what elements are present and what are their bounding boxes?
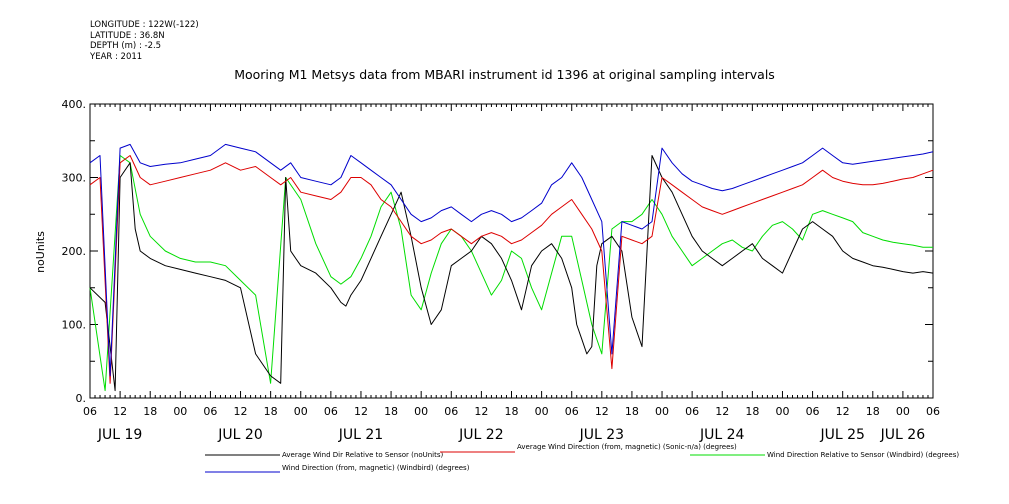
x-tick-label: 06 [806, 405, 820, 418]
x-tick-label: 06 [565, 405, 579, 418]
x-day-label: JUL 25 [819, 427, 864, 443]
x-tick-label: 12 [354, 405, 368, 418]
series-line [89, 155, 933, 392]
metadata-block: LONGITUDE : 122W(-122) LATITUDE : 36.8N … [90, 20, 199, 62]
legend-label: Wind Direction (from, magnetic) (Windbir… [282, 464, 470, 472]
x-tick-label: 06 [203, 405, 217, 418]
x-tick-label: 18 [143, 405, 157, 418]
x-tick-label: 00 [414, 405, 428, 418]
x-tick-label: 12 [595, 405, 609, 418]
x-day-label: JUL 23 [579, 427, 624, 443]
x-day-label: JUL 26 [880, 427, 926, 443]
x-tick-label: 00 [173, 405, 187, 418]
y-tick-label: 0. [76, 392, 87, 405]
y-tick-label: 400. [62, 98, 87, 111]
x-tick-label: 12 [474, 405, 488, 418]
x-tick-label: 18 [505, 405, 519, 418]
x-tick-label: 00 [535, 405, 549, 418]
y-axis-title: noUnits [34, 231, 47, 273]
x-day-label: JUL 20 [217, 427, 262, 443]
x-tick-label: 06 [926, 405, 940, 418]
depth-label: DEPTH (m) : -2.5 [90, 41, 162, 51]
x-day-label: JUL 21 [338, 427, 383, 443]
x-tick-label: 18 [384, 405, 398, 418]
series-line [89, 155, 934, 392]
x-tick-label: 00 [896, 405, 910, 418]
chart-title: Mooring M1 Metsys data from MBARI instru… [234, 67, 775, 82]
x-tick-label: 12 [234, 405, 248, 418]
legend-label: Wind Direction Relative to Sensor (Windb… [767, 451, 959, 459]
longitude-label: LONGITUDE : 122W(-122) [90, 20, 199, 30]
x-tick-label: 06 [324, 405, 338, 418]
latitude-label: LATITUDE : 36.8N [90, 30, 165, 41]
x-tick-label: 12 [113, 405, 127, 418]
x-tick-label: 18 [264, 405, 278, 418]
x-tick-label: 12 [715, 405, 729, 418]
x-tick-label: 00 [294, 405, 308, 418]
x-tick-label: 00 [655, 405, 669, 418]
x-tick-label: 18 [745, 405, 759, 418]
x-tick-label: 00 [775, 405, 789, 418]
x-tick-label: 18 [866, 405, 880, 418]
legend-label: Average Wind Dir Relative to Sensor (noU… [282, 451, 443, 459]
x-day-label: JUL 22 [458, 427, 503, 443]
series-line [89, 155, 934, 384]
year-label: YEAR : 2011 [90, 51, 143, 62]
x-tick-label: 18 [625, 405, 639, 418]
x-tick-label: 06 [444, 405, 458, 418]
x-day-label: JUL 24 [699, 427, 745, 443]
x-tick-label: 06 [83, 405, 97, 418]
y-tick-label: 200. [62, 245, 87, 258]
series-line [89, 143, 934, 377]
x-tick-label: 12 [836, 405, 850, 418]
y-tick-label: 100. [62, 319, 87, 332]
x-day-label: JUL 19 [97, 427, 142, 443]
y-tick-label: 300. [62, 172, 87, 185]
legend-label: Average Wind Direction (from, magnetic) … [517, 443, 737, 451]
x-tick-label: 06 [685, 405, 699, 418]
